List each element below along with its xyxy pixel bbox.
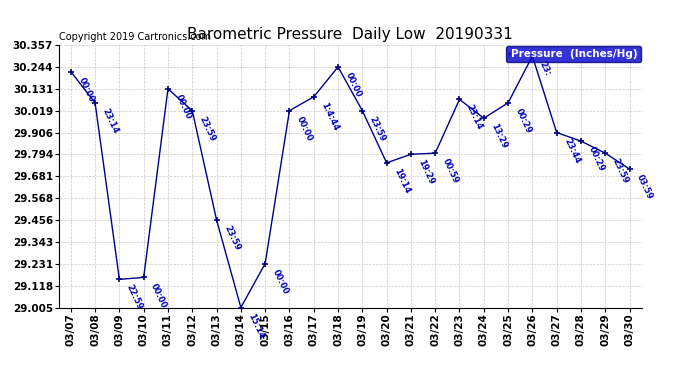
Text: 19:14: 19:14 — [392, 167, 412, 195]
Text: 22:59: 22:59 — [125, 284, 144, 312]
Text: 19:29: 19:29 — [417, 159, 436, 186]
Text: 00:29: 00:29 — [513, 107, 533, 135]
Text: Copyright 2019 Cartronics.com: Copyright 2019 Cartronics.com — [59, 32, 210, 42]
Text: 1:4:44: 1:4:44 — [319, 101, 340, 132]
Text: 00:00: 00:00 — [270, 268, 290, 296]
Text: 00:00: 00:00 — [77, 76, 96, 104]
Text: 00:00: 00:00 — [149, 282, 168, 309]
Text: 23:14: 23:14 — [101, 107, 120, 135]
Text: 23:59: 23:59 — [611, 157, 630, 185]
Text: 00:00: 00:00 — [344, 71, 363, 99]
Text: 00:00: 00:00 — [295, 115, 315, 142]
Text: 03:59: 03:59 — [635, 173, 654, 201]
Text: 23:59: 23:59 — [222, 224, 242, 252]
Text: 13:29: 13:29 — [489, 122, 509, 150]
Text: 00:29: 00:29 — [586, 145, 606, 173]
Text: 23:14: 23:14 — [465, 104, 484, 132]
Title: Barometric Pressure  Daily Low  20190331: Barometric Pressure Daily Low 20190331 — [187, 27, 513, 42]
Text: 00:00: 00:00 — [173, 93, 193, 121]
Text: 23:44: 23:44 — [562, 137, 582, 165]
Text: 15:14: 15:14 — [246, 312, 266, 340]
Text: 23:59: 23:59 — [368, 115, 387, 143]
Text: 23:59: 23:59 — [198, 115, 217, 143]
Legend: Pressure  (Inches/Hg): Pressure (Inches/Hg) — [506, 46, 640, 62]
Text: 23:: 23: — [538, 60, 553, 78]
Text: 00:59: 00:59 — [441, 157, 460, 185]
